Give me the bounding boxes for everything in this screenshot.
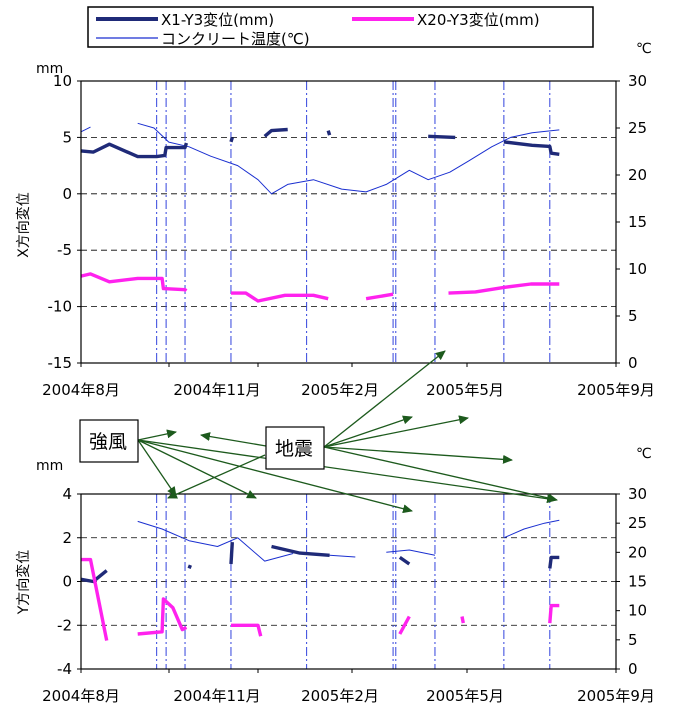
top-ytick-label: -5: [57, 241, 72, 259]
bottom-series-x1: [271, 544, 330, 557]
top-xtick-label: 2004年11月: [173, 381, 260, 399]
top-series-x1: [503, 140, 560, 156]
quake-arrow: [323, 446, 513, 464]
bottom-series-x20: [137, 597, 188, 636]
top-series-x20: [448, 282, 560, 295]
bottom-ylabel: Y方向変位: [15, 550, 32, 616]
bottom-y2tick-label: 5: [628, 631, 638, 649]
bottom-series-temp: [386, 549, 436, 556]
wind-label: 強風: [89, 431, 127, 453]
legend: X1-Y3変位(mm) X20-Y3変位(mm) コンクリート温度(℃): [87, 6, 594, 48]
quake-arrow: [323, 415, 413, 448]
bottom-series-x1: [548, 555, 560, 569]
bottom-xtick-label: 2005年5月: [426, 687, 504, 705]
quake-arrow: [323, 446, 558, 503]
bottom-series-x20: [548, 603, 560, 624]
top-series-x1: [229, 136, 234, 143]
bottom-series-x20: [81, 557, 109, 641]
top-left-unit: mm: [36, 61, 63, 77]
bottom-y2tick-label: 15: [628, 573, 647, 591]
top-y2tick-label: 5: [628, 307, 638, 325]
legend-x20-label: X20-Y3変位(mm): [417, 11, 540, 29]
top-series-temp: [80, 126, 91, 133]
top-xtick-label: 2005年9月: [577, 381, 655, 399]
bottom-xtick-label: 2004年11月: [173, 687, 260, 705]
bottom-y2tick-label: 0: [628, 660, 638, 678]
top-y2tick-label: 15: [628, 213, 647, 231]
wind-arrow: [137, 439, 557, 504]
bottom-y2tick-label: 20: [628, 543, 647, 561]
bottom-series-temp: [329, 554, 356, 558]
bottom-series-temp: [503, 519, 560, 539]
annotations: 強風 地震: [79, 350, 558, 514]
top-ytick-label: -10: [48, 298, 73, 316]
wind-arrow: [137, 439, 257, 499]
top-series-x1: [80, 142, 189, 159]
top-series-x1: [263, 127, 288, 138]
top-plot-frame: [80, 80, 617, 364]
bottom-ytick-label: -4: [57, 660, 72, 678]
quake-arrow: [200, 432, 267, 447]
bottom-ytick-label: -2: [57, 616, 72, 634]
legend-box: [87, 6, 594, 48]
bottom-ytick-label: 4: [62, 485, 72, 503]
top-panel: mm ℃ X方向変位 10 5 0 -5 -10 -15 30 25 20 15 10 5 0 200…: [15, 41, 655, 399]
bottom-series-x20: [460, 616, 465, 624]
top-ytick-label: -15: [48, 354, 73, 372]
quake-arrow: [167, 454, 266, 499]
wind-box: [79, 419, 139, 463]
wind-arrow: [137, 439, 413, 514]
top-series-x1: [326, 130, 332, 136]
wind-arrow: [137, 429, 177, 441]
top-ytick-label: 5: [62, 128, 72, 146]
bottom-xtick-label: 2005年2月: [301, 687, 379, 705]
top-ytick-label: 10: [53, 72, 72, 90]
top-xtick-label: 2004年8月: [42, 381, 120, 399]
quake-label: 地震: [275, 438, 313, 460]
quake-arrow: [323, 350, 446, 448]
legend-temp-label: コンクリート温度(℃): [161, 30, 310, 48]
bottom-right-unit: ℃: [636, 446, 652, 462]
top-y2tick-label: 20: [628, 166, 647, 184]
top-right-unit: ℃: [636, 41, 652, 57]
top-series-x20: [231, 291, 329, 303]
top-series-x20: [80, 272, 188, 293]
wind-arrow: [137, 439, 177, 497]
bottom-series-x20: [231, 623, 263, 637]
bottom-y2tick-label: 30: [628, 485, 647, 503]
top-series-x1: [428, 134, 456, 140]
bottom-ytick-label: 2: [62, 529, 72, 547]
legend-x1-label: X1-Y3変位(mm): [161, 11, 274, 29]
top-y2tick-label: 30: [628, 72, 647, 90]
top-xtick-label: 2005年5月: [426, 381, 504, 399]
quake-arrow: [323, 415, 469, 448]
top-y2tick-label: 25: [628, 119, 647, 137]
bottom-series-x1: [229, 541, 234, 565]
bottom-ytick-label: 0: [62, 573, 72, 591]
bottom-xtick-label: 2005年9月: [577, 687, 655, 705]
bottom-series-x20: [398, 615, 411, 635]
top-ylabel: X方向変位: [15, 192, 32, 258]
bottom-y2tick-label: 10: [628, 602, 647, 620]
bottom-series-x1: [398, 556, 411, 566]
bottom-series-x1: [187, 564, 192, 570]
top-y2tick-label: 0: [628, 354, 638, 372]
bottom-y2tick-label: 25: [628, 514, 647, 532]
top-xtick-label: 2005年2月: [301, 381, 379, 399]
top-ytick-label: 0: [62, 185, 72, 203]
bottom-left-unit: mm: [36, 458, 63, 474]
top-y2tick-label: 10: [628, 260, 647, 278]
quake-box: [265, 426, 325, 470]
bottom-series-temp: [137, 520, 294, 562]
top-series-temp: [137, 122, 560, 195]
bottom-xtick-label: 2004年8月: [42, 687, 120, 705]
top-series-x20: [365, 292, 394, 301]
